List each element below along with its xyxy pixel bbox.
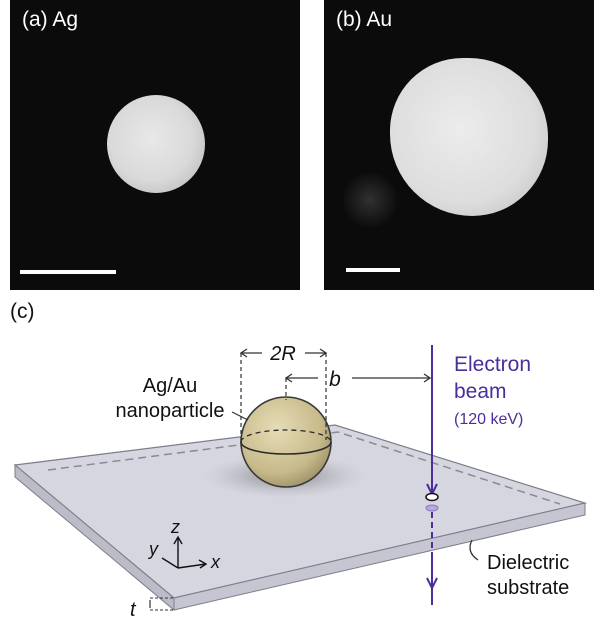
substrate-right-edge [173,502,586,611]
nanoparticle-sphere [240,396,332,488]
impact-label: b [329,368,341,391]
scale-bar-a [20,270,116,274]
y-axis-line [161,557,179,569]
electron-beam-arrowhead-lower [426,577,438,591]
diameter-label: 2R [269,343,296,365]
particle-label-line2: nanoparticle [116,400,225,422]
diameter-label-2: 2R [269,343,296,365]
particle-label-line1: Ag/Au [143,375,197,397]
impact-arrowhead-right [423,373,432,383]
micrograph-ag-panel: (a) Ag [10,0,300,290]
beam-energy-label: (120 keV) [454,411,523,428]
substrate-label-line1: Dielectric [487,552,569,574]
scale-bar-b [346,268,400,272]
sphere-equator-back [240,429,332,443]
axis-x-label: x [210,552,221,572]
au-debris-blob [344,168,396,232]
sphere-equator-front [240,441,332,455]
substrate-label-line2: substrate [487,577,569,599]
diameter-arrowhead-left [239,348,248,358]
beam-label-line2: beam [454,380,507,403]
x-axis-arrowhead [198,559,208,569]
thickness-label: t [130,599,137,621]
substrate-back-dashed [47,431,561,505]
panel-c-label: (c) [10,300,35,323]
particle-label-leader [231,411,249,421]
axis-z-label: z [170,517,180,537]
axis-y-label: y [147,539,159,559]
ag-nanoparticle-image [107,95,205,193]
panel-b-label: (b) Au [336,8,393,31]
diameter-arrowhead-right [319,348,328,358]
beam-entry-hole [425,492,439,502]
au-nanoparticle-image [390,58,548,216]
z-axis-arrowhead [173,535,183,545]
micrograph-au-panel: (b) Au [324,0,594,290]
panel-a-label: (a) Ag [22,8,79,31]
beam-exit-mark [425,504,439,512]
x-axis-line [177,563,207,569]
impact-arrowhead-left [284,373,293,383]
substrate-label-leader [469,539,479,561]
beam-label-line1: Electron [454,353,531,376]
